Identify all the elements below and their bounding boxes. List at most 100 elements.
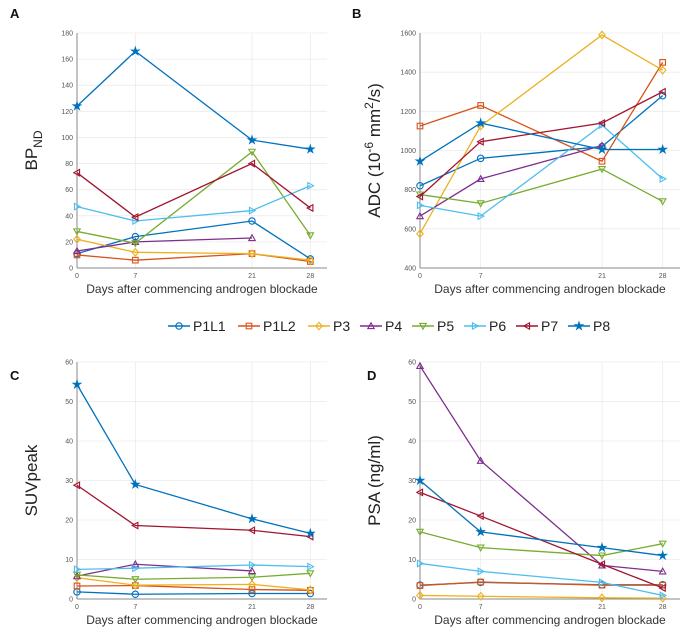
y-axis-label-part: -6 [362, 142, 376, 153]
series-p4 [415, 361, 667, 575]
data-point-p3 [248, 579, 256, 589]
series-line-p1l2 [76, 252, 311, 263]
series-p4 [72, 559, 257, 580]
data-point-p1l1 [131, 232, 140, 241]
data-point-p1l2 [416, 582, 424, 589]
data-point-p7 [247, 159, 256, 168]
data-point-p1l1 [248, 589, 256, 598]
series-p8 [71, 45, 316, 154]
series-p5 [415, 528, 667, 560]
y-tick-label: 600 [404, 226, 416, 233]
y-tick-label: 400 [404, 266, 416, 273]
x-tick-label: 0 [418, 273, 422, 280]
series-p8 [414, 474, 669, 561]
data-point-p1l2 [248, 586, 256, 593]
data-point-p3 [306, 585, 315, 595]
panel-label-a: A [10, 6, 20, 21]
y-axis-label-part: BP [22, 148, 41, 171]
y-tick-label: 140 [61, 83, 73, 90]
x-tick-label: 21 [248, 273, 256, 280]
data-point-p8 [596, 143, 608, 155]
y-tick-label: 40 [408, 439, 416, 446]
data-point-p5 [131, 240, 140, 248]
legend: P1L1 P1L2 P3 P4 P5 P6 P7 P8 [168, 318, 610, 334]
legend-marker-triangle-down [418, 322, 428, 331]
series-p5 [72, 148, 315, 248]
series-p4 [415, 141, 607, 220]
legend-marker-diamond [315, 321, 323, 331]
data-point-p1l2 [598, 157, 606, 165]
data-point-p3 [416, 590, 424, 600]
data-point-p6 [73, 202, 82, 211]
data-point-p1l2 [477, 102, 485, 109]
series-p8 [414, 117, 669, 166]
data-point-p5 [658, 540, 667, 549]
x-tick-label: 28 [659, 604, 667, 611]
data-point-p3 [476, 591, 485, 601]
data-point-p4 [658, 567, 667, 575]
legend-entry-p7: P7 [516, 318, 558, 334]
series-line-p1l1 [76, 591, 311, 595]
y-axis-label-part: PSA (ng/ml) [365, 435, 384, 526]
data-point-p7 [415, 488, 424, 497]
y-tick-label: 0 [69, 597, 73, 604]
panel-b: 400 600 800 1000 1200 1400 1600 0 7 21 28 Days afte… [362, 30, 680, 296]
data-point-p8 [414, 155, 426, 166]
x-tick-label: 28 [306, 604, 314, 611]
data-point-p7 [131, 521, 139, 530]
data-point-p8 [129, 478, 141, 490]
y-tick-label: 50 [65, 399, 73, 406]
data-point-p8 [304, 143, 316, 154]
x-tick-label: 7 [479, 273, 483, 280]
data-point-p6 [307, 562, 315, 571]
y-tick-label: 160 [61, 57, 73, 64]
y-tick-label: 120 [61, 109, 73, 116]
legend-marker-star [573, 320, 585, 331]
data-point-p5 [415, 528, 425, 537]
data-point-p7 [476, 511, 484, 521]
series-line-p5 [419, 168, 663, 205]
legend-entry-p1l2: P1L2 [238, 318, 296, 334]
legend-label: P1L1 [193, 318, 226, 334]
data-point-p6 [659, 174, 667, 184]
x-tick-label: 7 [133, 273, 137, 280]
x-axis-label: Days after commencing androgen blockade [434, 613, 666, 627]
data-point-p1l2 [73, 582, 81, 590]
data-point-p7 [658, 87, 666, 96]
series-line-p4 [76, 237, 253, 252]
data-point-p7 [415, 192, 424, 201]
x-axis-label: Days after commencing androgen blockade [86, 613, 318, 627]
legend-marker-triangle-right [471, 321, 480, 331]
y-tick-label: 1000 [400, 148, 416, 155]
data-point-p6 [659, 591, 667, 600]
panel-label-d: D [367, 368, 376, 383]
legend-marker-square [245, 322, 253, 330]
data-point-p4 [415, 361, 425, 370]
y-axis-label-part: 2 [362, 102, 376, 109]
series-line-p3 [419, 594, 663, 599]
data-point-p1l2 [477, 578, 485, 586]
data-point-p3 [131, 247, 140, 257]
data-point-p1l2 [131, 256, 139, 264]
data-point-p3 [306, 255, 315, 265]
series-p5 [72, 570, 315, 584]
series-line-p6 [419, 124, 664, 217]
data-point-p6 [416, 559, 425, 568]
legend-marker-circle [175, 322, 183, 330]
data-point-p5 [72, 571, 82, 580]
series-line-p8 [76, 50, 311, 150]
y-axis-label-part: SUVpeak [22, 444, 41, 516]
y-axis-label: SUVpeak [22, 444, 41, 516]
series-line-p8 [76, 384, 311, 535]
series-line-p6 [419, 562, 663, 597]
data-point-p8 [71, 378, 83, 390]
series-line-p6 [76, 564, 311, 571]
series-line-p5 [76, 150, 311, 244]
data-point-p3 [598, 30, 606, 40]
data-point-p8 [71, 100, 83, 111]
legend-entry-p5: P5 [412, 318, 454, 334]
y-axis-label: ADC (10-6 mm2/s) [362, 83, 384, 217]
data-point-p8 [414, 474, 426, 486]
legend-label: P8 [593, 318, 610, 334]
data-point-p8 [304, 527, 316, 539]
